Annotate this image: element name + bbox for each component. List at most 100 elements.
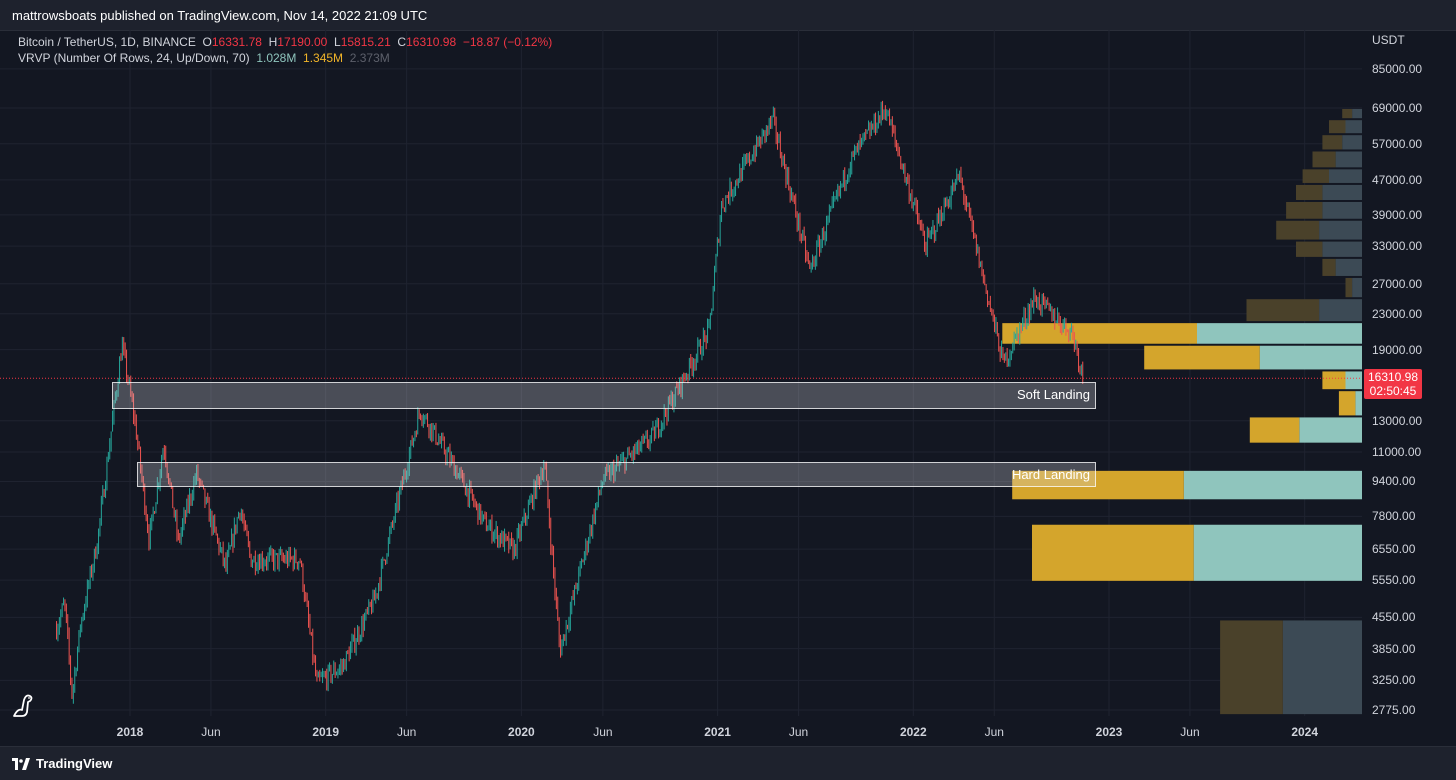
footer-bar: TradingView [0,746,1456,780]
price-tick-label: 4550.00 [1372,610,1416,625]
volume-profile-down-bar [1312,151,1336,168]
high-label: H [268,35,278,49]
volume-profile-down-bar [1032,524,1194,581]
tradingview-logo-icon [12,757,30,770]
time-tick-label: Jun [593,725,613,739]
soft-landing-label: Soft Landing [1016,386,1090,402]
time-tick-label: 2024 [1291,725,1319,739]
volume-profile-up-bar [1345,371,1362,390]
volume-profile-down-bar [1296,241,1323,257]
price-tick-label: 3850.00 [1372,641,1416,656]
volume-profile-up-bar [1299,417,1362,443]
hard-landing-zone[interactable]: Hard Landing [137,462,1096,488]
price-tick-label: 33000.00 [1372,239,1423,254]
volume-profile-down-bar [1322,258,1336,276]
volume-profile-up-bar [1352,277,1362,298]
price-tick-label: 5550.00 [1372,573,1416,588]
high-value: 17190.00 [277,35,328,49]
volume-profile-up-bar [1197,323,1362,344]
time-tick-label: 2022 [899,725,927,739]
published-by-text[interactable]: mattrowsboats published on TradingView.c… [12,8,428,23]
volume-profile-up-bar [1322,184,1362,201]
tradingview-dino-icon[interactable] [10,690,40,720]
open-value: 16331.78 [211,35,262,49]
price-tick-label: 69000.00 [1372,101,1423,115]
volume-profile-down-bar [1345,277,1353,298]
price-tick-label: 23000.00 [1372,306,1423,321]
price-tick-label: 19000.00 [1372,342,1423,357]
volume-profile-up-bar [1183,470,1362,500]
time-tick-label: 2023 [1095,725,1123,739]
volume-profile-down-bar [1246,299,1320,322]
chart-grid [0,30,1362,716]
time-tick-label: Jun [396,725,417,739]
volume-profile-up-bar [1355,391,1362,416]
volume-profile-down-bar [1249,417,1300,443]
price-tick-label: 6550.00 [1372,542,1416,557]
publish-header: mattrowsboats published on TradingView.c… [0,0,1456,31]
price-tick-label: 47000.00 [1372,172,1423,187]
indicator-name: VRVP (Number Of Rows, 24, Up/Down, 70) [18,51,250,65]
volume-profile-down-bar [1322,371,1346,390]
time-tick-label: Jun [984,725,1004,739]
price-tick-label: 13000.00 [1372,413,1423,428]
volume-profile-up-bar [1193,524,1362,581]
volume-profile-down-bar [1220,620,1283,715]
volume-profile-up-bar [1319,299,1362,322]
bar-countdown: 02:50:45 [1369,384,1417,399]
time-tick-label: 2018 [116,725,144,739]
volume-profile-up-bar [1282,620,1362,715]
symbol-name: Bitcoin / TetherUS, 1D, BINANCE [18,35,196,49]
time-tick-label: Jun [788,725,809,739]
symbol-legend[interactable]: Bitcoin / TetherUS, 1D, BINANCE O16331.7… [18,35,552,49]
soft-landing-zone[interactable]: Soft Landing [112,381,1096,410]
volume-down-value: 1.345M [303,51,344,65]
price-tick-label: 7800.00 [1372,509,1416,524]
time-tick-label: 2021 [704,725,731,739]
price-tick-label: 39000.00 [1372,207,1423,222]
last-price-tag: 16310.98 02:50:45 [1364,369,1422,400]
volume-profile-down-bar [1322,135,1343,150]
time-tick-label: 2019 [312,725,340,739]
currency-label: USDT [1372,33,1405,47]
volume-profile-down-bar [1276,220,1320,240]
volume-up-value: 1.028M [256,51,297,65]
indicator-legend[interactable]: VRVP (Number Of Rows, 24, Up/Down, 70) 1… [18,51,390,65]
volume-profile-up-bar [1319,220,1362,240]
volume-profile-down-bar [1342,109,1353,119]
open-label: O [202,35,212,49]
price-tick-label: 57000.00 [1372,136,1423,151]
price-tick-label: 2775.00 [1372,703,1416,717]
time-tick-label: Jun [1180,725,1200,739]
volume-profile-up-bar [1352,109,1362,119]
volume-profile-up-bar [1342,135,1362,150]
price-chart[interactable] [0,30,1456,746]
close-label: C [397,35,407,49]
volume-profile-down-bar [1296,184,1323,201]
change-value: −18.87 (−0.12%) [462,35,553,49]
price-tick-label: 3250.00 [1372,673,1416,688]
last-price-value: 16310.98 [1367,370,1419,385]
volume-profile-up-bar [1329,169,1362,183]
time-tick-label: Jun [201,725,221,739]
price-tick-label: 27000.00 [1372,276,1423,291]
volume-profile-down-bar [1302,169,1329,183]
volume-profile-down-bar [1329,120,1346,134]
volume-profile-up-bar [1322,202,1362,219]
volume-profile-up-bar [1335,151,1362,168]
volume-profile-down-bar [1002,323,1197,344]
low-label: L [334,35,341,49]
low-value: 15815.21 [340,35,391,49]
tradingview-brand-name: TradingView [36,756,113,771]
volume-profile [1002,109,1362,715]
volume-profile-up-bar [1259,345,1362,370]
candle-series [56,100,1084,704]
volume-profile-up-bar [1335,258,1362,276]
price-tick-label: 9400.00 [1372,474,1416,489]
volume-profile-down-bar [1338,391,1356,416]
price-tick-label: 11000.00 [1372,444,1422,459]
hard-landing-label: Hard Landing [1011,467,1090,483]
close-value: 16310.98 [406,35,457,49]
price-tick-label: 85000.00 [1372,61,1423,76]
tradingview-brand[interactable]: TradingView [12,756,112,771]
